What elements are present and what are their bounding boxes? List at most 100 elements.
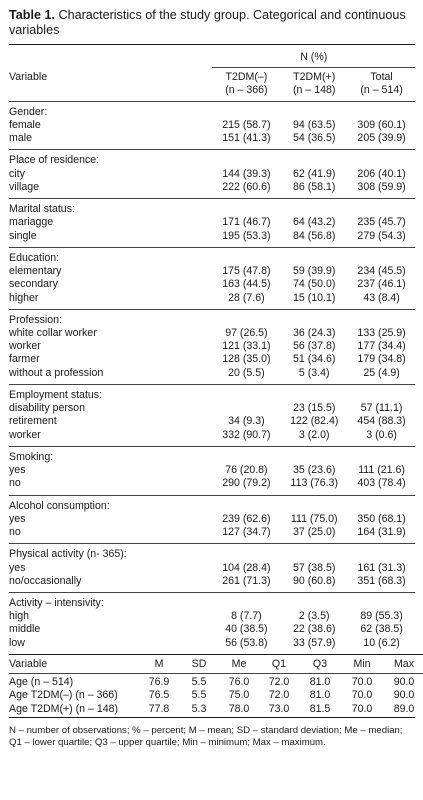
table-row: disability person 23 (15.5) 57 (11.1) (9, 402, 415, 415)
row-label: city (9, 167, 25, 180)
cell-t2dm-pos: 37 (25.0) (293, 526, 336, 539)
cell-t2dm-pos: 113 (76.3) (290, 477, 338, 490)
row-label: higher (9, 291, 39, 304)
stats-header-variable: Variable (9, 653, 139, 675)
stats-cell: 72.0 (268, 689, 290, 702)
cell-t2dm-neg (212, 402, 280, 415)
cell-total: 179 (34.8) (357, 353, 406, 366)
group-header-row: Employment status: (9, 385, 415, 402)
group-title: Profession: (9, 313, 62, 326)
cell-t2dm-neg: 34 (9.3) (228, 415, 265, 428)
group-separator (9, 446, 415, 447)
table-row: without a profession 20 (5.5) 5 (3.4) 25 (4… (9, 367, 415, 385)
group-header-row: Activity – intensivity: (9, 593, 415, 610)
group-header-row: Gender: (9, 102, 415, 119)
stats-cell: 76.5 (148, 689, 170, 702)
group-header-row: Alcohol consumption: (9, 496, 415, 513)
cell-total: 308 (59.9) (357, 180, 406, 193)
stats-row: Age (n – 514) 76.9 5.5 76.0 72.0 81.0 70.0 90.0 (9, 674, 423, 690)
cell-t2dm-neg: 56 (53.8) (225, 636, 268, 649)
table-row: no 127 (34.7) 37 (25.0) 164 (31.9) (9, 526, 415, 544)
header-col2: T2DM(+) (293, 71, 336, 84)
stats-row-label: Age (n – 514) (9, 676, 74, 689)
age-stats-table: Variable M SD Me Q1 Q3 Min Max Age (n – 514) 76.9… (9, 653, 423, 716)
row-label: male (9, 132, 32, 145)
cell-t2dm-pos: 86 (58.1) (293, 180, 336, 193)
cell-t2dm-pos: 51 (34.6) (293, 353, 336, 366)
stats-cell: 81.0 (309, 689, 331, 702)
cell-t2dm-neg: 239 (62.6) (222, 512, 271, 525)
cell-t2dm-neg: 128 (35.0) (222, 353, 271, 366)
cell-t2dm-pos: 22 (38.6) (293, 623, 336, 636)
stats-row-label: Age T2DM(–) (n – 366) (9, 689, 118, 702)
cell-total: 164 (31.9) (357, 526, 406, 539)
row-label: secondary (9, 278, 58, 291)
stats-row-label: Age T2DM(+) (n – 148) (9, 702, 119, 715)
row-label: white collar worker (9, 326, 97, 339)
table-row: secondary 163 (44.5) 74 (50.0) 237 (46.1) (9, 278, 415, 291)
group-header-row: Education: (9, 248, 415, 265)
cell-t2dm-pos: 90 (60.8) (293, 574, 336, 587)
table-row: worker 121 (33.1) 56 (37.8) 177 (34.4) (9, 340, 415, 353)
group-separator (9, 543, 415, 545)
stats-row: Age T2DM(+) (n – 148) 77.8 5.3 78.0 73.0 81.5… (9, 703, 423, 716)
header-col2-n: (n – 148) (293, 84, 336, 97)
stats-cell: 5.5 (191, 689, 207, 702)
header-variable: Variable (9, 71, 48, 84)
group-title: Marital status: (9, 203, 75, 216)
cell-t2dm-pos: 94 (63.5) (293, 118, 336, 131)
table-row: city 144 (39.3) 62 (41.9) 206 (40.1) (9, 168, 415, 181)
cell-t2dm-pos: 57 (38.5) (293, 561, 336, 574)
table-row: middle 40 (38.5) 22 (38.6) 62 (38.5) (9, 623, 415, 636)
table-row: no/occasionally 261 (71.3) 90 (60.8) 351 (6… (9, 575, 415, 593)
group-title: Activity – intensivity: (9, 596, 104, 609)
cell-t2dm-neg: 127 (34.7) (222, 526, 271, 539)
table-caption: Table 1. Characteristics of the study gr… (9, 8, 415, 38)
table-row: elementary 175 (47.8) 59 (39.9) 234 (45.5) (9, 265, 415, 278)
cell-total: 205 (39.9) (357, 132, 406, 145)
stats-header-q3: Q3 (299, 653, 341, 675)
stats-cell: 78.0 (228, 702, 250, 715)
row-label: yes (9, 464, 26, 477)
stats-header-max: Max (383, 653, 423, 675)
cell-total: 111 (21.6) (358, 464, 405, 477)
cell-t2dm-neg: 97 (26.5) (225, 326, 268, 339)
cell-total: 25 (4.9) (363, 366, 400, 379)
row-label: retirement (9, 415, 57, 428)
row-label: without a profession (9, 366, 104, 379)
cell-total: 177 (34.4) (357, 340, 406, 353)
group-title: Employment status: (9, 388, 103, 401)
cell-total: 57 (11.1) (360, 402, 403, 415)
row-label: high (9, 610, 30, 623)
group-separator (9, 149, 415, 151)
table-row: farmer 128 (35.0) 51 (34.6) 179 (34.8) (9, 353, 415, 366)
table-row: higher 28 (7.6) 15 (10.1) 43 (8.4) (9, 292, 415, 310)
cell-t2dm-pos: 3 (2.0) (298, 428, 330, 441)
row-label: village (9, 180, 40, 193)
cell-total: 309 (60.1) (357, 118, 406, 131)
row-label: farmer (9, 353, 40, 366)
stats-header-m: M (139, 653, 179, 675)
cell-t2dm-neg: 222 (60.6) (222, 180, 271, 193)
group-separator (9, 592, 415, 593)
cell-total: 279 (54.3) (357, 229, 406, 242)
table-row: yes 239 (62.6) 111 (75.0) 350 (68.1) (9, 513, 415, 526)
group-header-row: Marital status: (9, 199, 415, 216)
row-label: disability person (9, 402, 85, 415)
bottom-rule (9, 716, 415, 718)
stats-header-row: Variable M SD Me Q1 Q3 Min Max (9, 653, 423, 675)
stats-header-me: Me (219, 653, 259, 675)
table-row: retirement 34 (9.3) 122 (82.4) 454 (88.3) (9, 415, 415, 428)
stats-cell: 72.0 (268, 676, 290, 689)
cell-t2dm-neg: 20 (5.5) (228, 366, 265, 379)
table-row: yes 76 (20.8) 35 (23.6) 111 (21.6) (9, 464, 415, 477)
group-separator (9, 494, 415, 496)
table-row: yes 104 (28.4) 57 (38.5) 161 (31.3) (9, 562, 415, 575)
stats-cell: 81.5 (309, 702, 331, 715)
group-title: Smoking: (9, 450, 54, 463)
cell-t2dm-pos: 36 (24.3) (293, 326, 336, 339)
cell-t2dm-neg: 28 (7.6) (228, 291, 265, 304)
stats-cell: 90.0 (393, 689, 415, 702)
stats-cell: 70.0 (351, 702, 373, 715)
group-separator (9, 198, 415, 200)
